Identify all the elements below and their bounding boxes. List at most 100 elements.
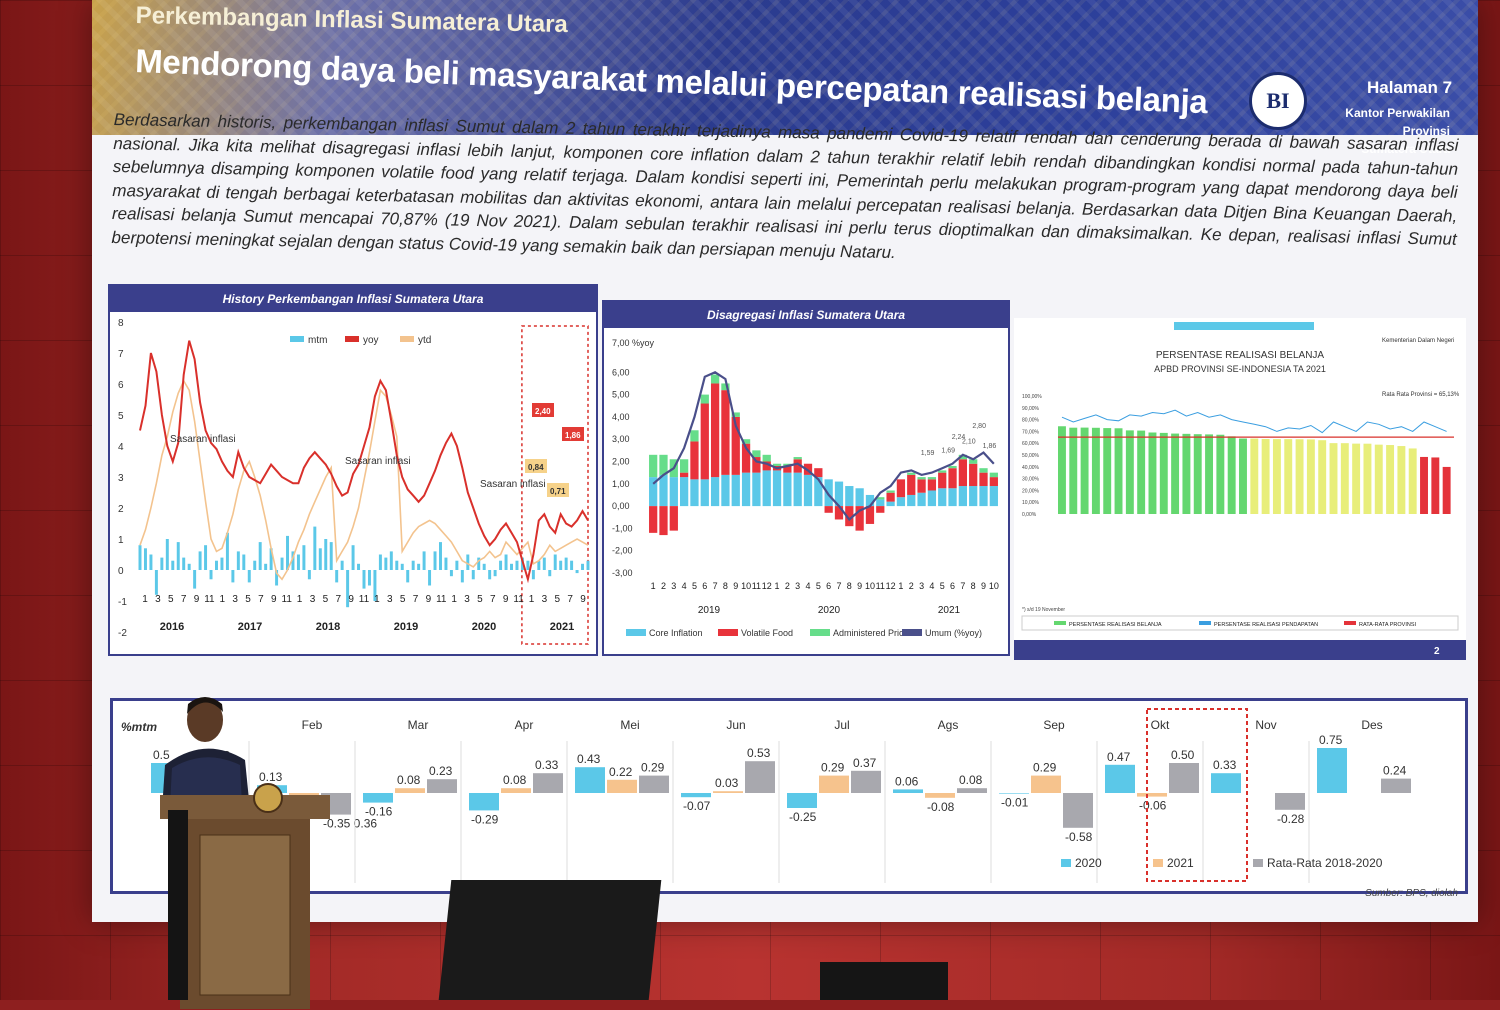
year-label: 2020 [472, 621, 496, 633]
month-label: Jul [834, 718, 849, 732]
realization-bar [1205, 434, 1214, 514]
mtm-bar [493, 570, 497, 577]
mtm-bar [482, 563, 486, 570]
administered-prices-bar [710, 374, 720, 384]
bar-2020 [575, 767, 605, 793]
y-tick-label: 80,00% [1022, 418, 1040, 424]
realization-bar [1408, 448, 1417, 514]
mtm-bar [515, 560, 519, 570]
realization-bar [1352, 443, 1361, 514]
month-tick-label: 11 [282, 594, 293, 605]
administered-prices-bar [979, 468, 988, 473]
month-label: Jun [726, 718, 745, 732]
y-tick-label: 60,00% [1022, 441, 1040, 447]
realization-bar [1125, 430, 1134, 514]
y-tick-label: 40,00% [1022, 465, 1040, 471]
month-label: Feb [302, 718, 323, 732]
month-tick-label: 5 [400, 594, 406, 605]
mtm-bar [198, 551, 202, 570]
month-tick-label: 10 [741, 581, 751, 591]
legend-label: RATA-RATA PROVINSI [1359, 622, 1417, 628]
annotation-label: 1,86 [565, 431, 581, 440]
mtm-bar [187, 563, 191, 570]
volatile-food-bar [969, 463, 978, 487]
mtm-bar [357, 563, 361, 570]
stage-speaker-box [820, 962, 948, 1000]
y-tick-label: 3 [118, 473, 124, 484]
month-tick-label: 7 [713, 581, 718, 591]
month-tick-label: 1 [374, 594, 380, 605]
mtm-bar [269, 548, 273, 570]
y-tick-label: 0 [118, 566, 124, 577]
y-tick-label: 6,00 [612, 367, 630, 377]
month-tick-label: 7 [490, 594, 496, 605]
mtm-bar [258, 542, 262, 570]
mtm-bar [335, 570, 339, 583]
volatile-food-bar [979, 472, 988, 487]
core-inflation-bar [927, 490, 937, 507]
month-tick-label: 11 [876, 581, 885, 591]
core-inflation-bar [855, 488, 864, 507]
legend-label: 2021 [1167, 856, 1194, 870]
mtm-bar [280, 557, 284, 570]
org-label: Kementerian Dalam Negeri [1382, 338, 1454, 344]
umum-series-line [652, 371, 995, 522]
source-note: Sumber: BPS, diolah [1365, 888, 1458, 899]
slide-page-number: 2 [1434, 646, 1440, 657]
volatile-food-bar [659, 506, 668, 536]
y-tick-label: 30,00% [1022, 477, 1040, 483]
chart-subtitle: APBD PROVINSI SE-INDONESIA TA 2021 [1154, 364, 1326, 374]
bar-value-label: 0.08 [503, 773, 527, 787]
bar-2020 [1211, 773, 1241, 793]
y-tick-label: 7 [118, 349, 124, 360]
legend-label: PERSENTASE REALISASI PENDAPATAN [1214, 622, 1318, 628]
mtm-bar [286, 535, 289, 570]
mtm-bar [417, 563, 421, 570]
mtm-bar [586, 560, 590, 570]
mtm-bar [253, 560, 257, 570]
speaker-hair [187, 697, 223, 714]
bar-2020 [681, 793, 711, 798]
legend-swatch [1061, 859, 1071, 867]
average-label: Rata Rata Provinsi = 65,13% [1382, 392, 1460, 398]
annotation-label: 0,84 [528, 463, 544, 472]
volatile-food-bar [669, 506, 678, 531]
month-label: Mar [408, 718, 429, 732]
annotation-label: Sasaran inflasi [170, 434, 236, 445]
administered-prices-bar [938, 470, 947, 473]
bar-value-label: 0.37 [853, 756, 877, 770]
realization-bar [1137, 430, 1146, 514]
month-label: Apr [515, 718, 534, 732]
mtm-bar [220, 557, 224, 570]
administered-prices-bar [886, 490, 895, 493]
y-tick-label: 70,00% [1022, 429, 1040, 435]
month-tick-label: 3 [795, 581, 800, 591]
core-inflation-bar [876, 499, 885, 507]
mtm-bar [548, 570, 552, 577]
legend-label: Rata-Rata 2018-2020 [1267, 856, 1383, 870]
y-tick-label: -1,00 [612, 523, 633, 533]
month-tick-label: 1 [775, 581, 780, 591]
mtm-bar [313, 526, 317, 570]
value-label: 1,59 [921, 450, 935, 457]
bar-value-label: 0.24 [1383, 764, 1407, 778]
month-tick-label: 9 [580, 594, 586, 605]
year-label: 2019 [394, 621, 418, 633]
annotation-box [547, 483, 569, 497]
mtm-bar [449, 570, 453, 577]
annotation-label: Sasaran inflasi [480, 479, 546, 490]
core-inflation-bar [989, 486, 998, 507]
legend-label: ytd [418, 335, 431, 346]
mtm-bar [460, 570, 464, 583]
volatile-food-bar [917, 479, 926, 493]
realization-bar [1080, 427, 1089, 514]
core-inflation-bar [690, 479, 699, 507]
bar-value-label: -0.06 [1139, 799, 1167, 813]
month-tick-label: 5 [168, 594, 174, 605]
month-tick-label: 4 [929, 581, 934, 591]
administered-prices-bar [907, 472, 916, 475]
realization-bar [1159, 432, 1168, 514]
mtm-bar [581, 563, 585, 570]
realization-bar [1058, 426, 1066, 514]
mtm-bar [433, 551, 437, 570]
